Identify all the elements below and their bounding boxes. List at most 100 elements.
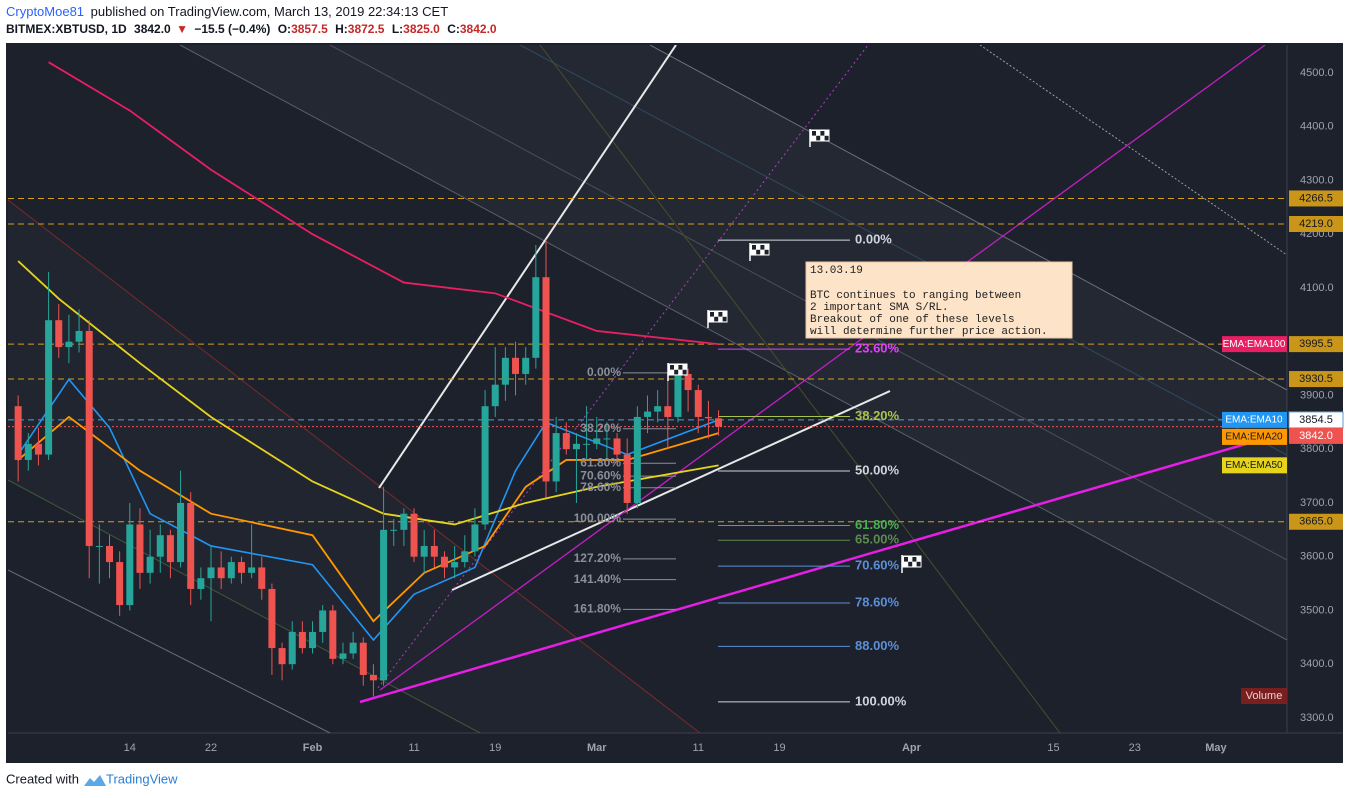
channel-line (179, 45, 1287, 641)
published: published on TradingView.com, March 13, … (91, 4, 449, 19)
price-tag-label: 3842.0 (1299, 430, 1333, 442)
flags (667, 129, 922, 573)
ohlc-value: 3872.5 (348, 22, 385, 36)
flag-check (912, 557, 917, 562)
candle-body (674, 373, 682, 417)
x-tick-label: 19 (773, 742, 785, 754)
candle-body (430, 545, 438, 557)
x-tick-label: Mar (587, 742, 607, 754)
indicator-tag (1222, 411, 1287, 428)
flag-cloth (668, 363, 688, 376)
candle-body (410, 513, 418, 557)
fib-label: 127.20% (574, 551, 622, 565)
flag-check (714, 316, 719, 322)
fib-label: 78.60% (580, 480, 621, 494)
candle-body (329, 610, 337, 659)
candle-body (187, 502, 195, 589)
candle-body (319, 610, 327, 632)
symbol: BITMEX:XBTUSD, 1D (6, 22, 127, 36)
fib-label: 100.00% (855, 693, 907, 708)
candle-body (501, 357, 509, 385)
flag-check (916, 561, 921, 567)
flag-check (718, 312, 723, 317)
candle-body (349, 642, 357, 654)
candle-body (166, 535, 174, 563)
flag-check (678, 365, 683, 370)
footer-brand[interactable]: TradingView (106, 771, 178, 786)
indicator-name: EMA:EMA20 (1225, 432, 1283, 443)
indicator-name: EMA:EMA10 (1225, 415, 1283, 426)
candle-body (207, 567, 215, 579)
candle-body (14, 406, 22, 460)
flag-check (816, 135, 821, 141)
ohlc-value: 3857.5 (291, 22, 328, 36)
candle-body (227, 562, 235, 579)
price-tag-label: 3854.5 (1299, 414, 1333, 426)
flag-check (820, 131, 825, 136)
y-tick-label: 4100.0 (1300, 282, 1334, 294)
candle-body (136, 524, 144, 573)
dotted-line (979, 45, 1287, 256)
price-tag (1289, 371, 1343, 388)
candle-body (694, 390, 702, 417)
ohlc-value: 3825.0 (403, 22, 440, 36)
candle-body (684, 373, 692, 391)
candle-body (572, 443, 580, 450)
candle-body (85, 330, 93, 546)
flag-check (670, 365, 674, 370)
flag-check (710, 312, 714, 317)
candle-body (217, 567, 225, 579)
candle-body (440, 556, 448, 568)
indicator-name: EMA:EMA100 (1223, 339, 1286, 350)
candle-body (532, 277, 540, 358)
ohlc-key: C: (447, 22, 460, 36)
fib-label: 70.60% (855, 558, 900, 573)
indicator-line (17, 260, 719, 526)
price-tag-label: 4219.0 (1299, 218, 1333, 230)
candle-body (126, 524, 134, 606)
candle-body (461, 551, 469, 563)
flag-check (722, 316, 727, 322)
fib-label: 65.00% (855, 532, 900, 547)
y-tick-label: 3900.0 (1300, 389, 1334, 401)
flag-cloth (750, 243, 770, 256)
x-tick-label: 15 (1047, 742, 1059, 754)
y-tick-label: 3500.0 (1300, 604, 1334, 616)
candle-body (583, 443, 591, 445)
channel-line (519, 45, 1287, 456)
ohlc-value: 3842.0 (460, 22, 497, 36)
flag-check (752, 245, 756, 250)
fib-label: 100.00% (574, 511, 622, 525)
candle-body (45, 320, 53, 455)
fib-label: 38.20% (855, 408, 900, 423)
price-tag-label: 4266.5 (1299, 192, 1333, 204)
flag-check (764, 249, 769, 255)
note-line: 2 important SMA S/RL. (810, 302, 949, 314)
fib-label: 70.60% (580, 468, 621, 482)
author[interactable]: CryptoMoe81 (6, 4, 84, 19)
fib-label: 0.00% (587, 365, 621, 379)
x-tick-label: 14 (124, 742, 136, 754)
ohlc-key: H: (335, 22, 348, 36)
candle-body (664, 406, 672, 417)
candle-body (339, 653, 347, 659)
x-tick-label: Apr (902, 742, 922, 754)
candle-body (380, 529, 388, 681)
flag-check (904, 557, 908, 562)
candle-body (481, 406, 489, 525)
candle-body (552, 433, 560, 482)
channel-line (8, 569, 331, 733)
indicator-name: EMA:EMA50 (1225, 460, 1283, 471)
candle-body (197, 578, 205, 589)
candle-body (593, 438, 601, 444)
volume-label: Volume (1246, 690, 1283, 702)
flag-cloth (902, 555, 922, 568)
y-tick-label: 3400.0 (1300, 658, 1334, 670)
x-tick-label: 22 (205, 742, 217, 754)
candle-body (95, 545, 103, 547)
fib-label: 61.80% (580, 455, 621, 469)
candle-body (75, 330, 83, 342)
candle-body (420, 545, 428, 557)
fib-label: 50.00% (855, 462, 900, 477)
